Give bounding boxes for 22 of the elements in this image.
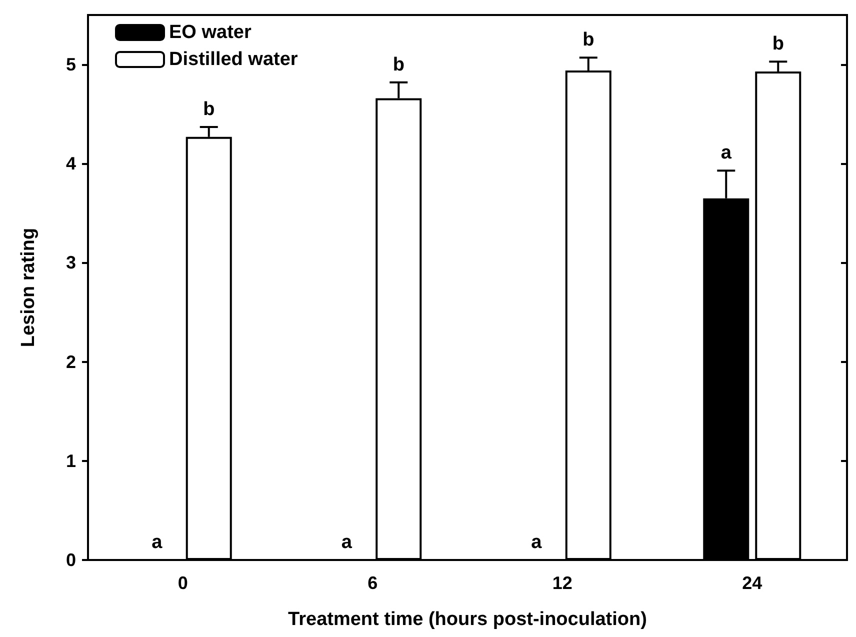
x-tick-label: 24 xyxy=(742,573,762,593)
annotation: a xyxy=(720,142,732,164)
y-axis-title: Lesion rating xyxy=(18,228,39,348)
y-tick-label: 5 xyxy=(66,54,76,75)
legend-label: Distilled water xyxy=(169,49,298,70)
y-tick-label: 0 xyxy=(66,550,76,570)
annotation: b xyxy=(772,34,784,55)
annotation: b xyxy=(582,30,594,51)
y-tick-label: 1 xyxy=(66,450,76,471)
annotation: a xyxy=(531,532,542,553)
y-tick-label: 2 xyxy=(66,352,76,372)
y-tick-label: 3 xyxy=(66,252,76,273)
annotation: a xyxy=(341,532,352,553)
x-tick-label: 12 xyxy=(552,573,572,593)
annotation: b xyxy=(203,98,215,120)
y-tick-label: 4 xyxy=(66,154,76,174)
annotation: a xyxy=(152,532,163,553)
x-tick-label: 0 xyxy=(178,573,188,593)
x-tick-label: 6 xyxy=(368,573,378,593)
x-axis-title: Treatment time (hours post-inoculation) xyxy=(288,609,647,630)
legend-label: EO water xyxy=(169,22,252,43)
annotation: b xyxy=(392,54,404,76)
